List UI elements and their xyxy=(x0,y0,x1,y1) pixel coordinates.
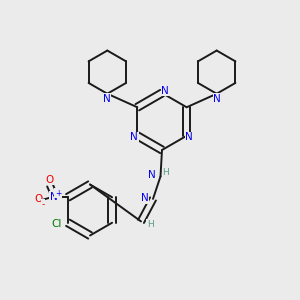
Text: N: N xyxy=(103,94,111,103)
Text: O: O xyxy=(46,175,54,185)
Text: N: N xyxy=(50,192,58,202)
Text: H: H xyxy=(147,220,153,229)
Text: Cl: Cl xyxy=(51,219,62,229)
Text: N: N xyxy=(141,193,148,203)
Text: N: N xyxy=(130,132,138,142)
Text: -: - xyxy=(41,200,45,209)
Text: N: N xyxy=(161,85,169,96)
Text: H: H xyxy=(163,168,169,177)
Text: N: N xyxy=(213,94,221,103)
Text: O: O xyxy=(34,194,43,204)
Text: N: N xyxy=(148,170,156,181)
Text: N: N xyxy=(185,132,193,142)
Text: +: + xyxy=(55,189,61,198)
